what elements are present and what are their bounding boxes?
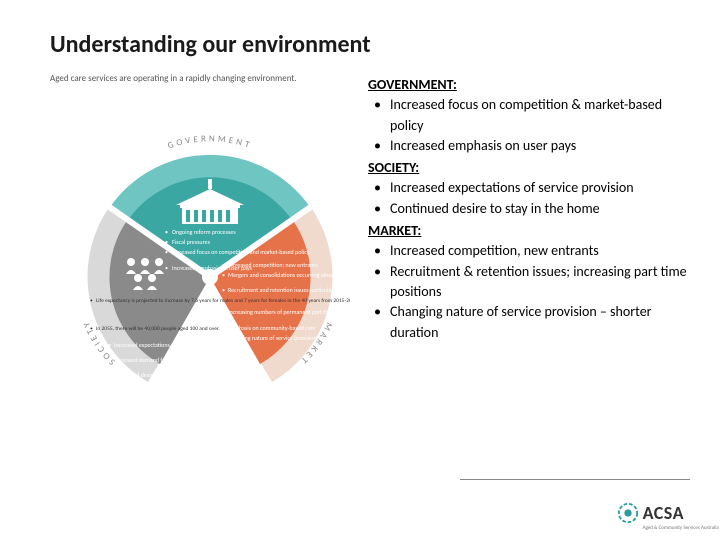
bullet-marker: • [374,199,390,219]
svg-text:Life expectancy is projected t: Life expectancy is projected to increase… [96,298,350,304]
intro-text: Aged care services are operating in a ra… [50,73,350,84]
right-column: GOVERNMENT:•Increased focus on competiti… [368,73,690,432]
svg-text:Increasing numbers of permanen: Increasing numbers of permanent part tim… [228,308,350,316]
bullet-text: Increased focus on competition & market-… [390,95,690,136]
svg-text:Recruitment and retention issu: Recruitment and retention issues particu… [228,286,350,294]
slide: Understanding our environment Aged care … [0,0,720,540]
bullet-line: •Changing nature of service provision – … [368,302,690,343]
section-head: MARKET: [368,221,690,241]
svg-text:•: • [222,308,225,316]
svg-text:•: • [165,238,168,246]
svg-text:In 2055, there will be 40,000: In 2055, there will be 40,000 people age… [96,326,220,332]
svg-text:•: • [222,271,225,279]
svg-text:•: • [108,341,111,349]
section-head: SOCIETY: [368,158,690,178]
environment-diagram: GOVERNMENT MARKET SOCIETY [50,92,350,432]
bullet-line: •Increased focus on competition & market… [368,95,690,136]
acsa-logo-sub: Aged & Community Services Australia [643,525,719,531]
diagram-label-government: GOVERNMENT [166,133,253,151]
bullet-text: Changing nature of service provision – s… [390,302,690,343]
bullet-marker: • [374,95,390,136]
svg-text:•: • [165,228,168,236]
svg-text:•: • [90,298,93,304]
svg-text:Fiscal pressures: Fiscal pressures [172,238,211,246]
bullet-line: •Increased expectations of service provi… [368,178,690,198]
bullet-marker: • [374,302,390,343]
acsa-logo-icon [617,502,639,524]
svg-text:Mergers and consolidations occ: Mergers and consolidations occurring alr… [228,271,339,279]
section-head: GOVERNMENT: [368,75,690,95]
bullet-text: Increased emphasis on user pays [390,136,690,156]
bullet-text: Continued desire to stay in the home [390,199,690,219]
svg-text:Changing nature of service pro: Changing nature of service provision; sh… [228,334,350,342]
svg-text:•: • [222,286,225,294]
svg-text:Ongoing reform processes: Ongoing reform processes [172,228,236,236]
bullet-line: •Increased competition, new entrants [368,241,690,261]
svg-text:•: • [108,356,111,364]
diagram-society-bullets-2: • Increased expectations of service prov… [108,341,245,379]
acsa-logo: ACSA Aged & Community Services Australia [617,502,684,524]
bullet-text: Increased expectations of service provis… [390,178,690,198]
bullet-marker: • [374,178,390,198]
bullet-line: •Recruitment & retention issues; increas… [368,262,690,303]
bullet-text: Increased competition, new entrants [390,241,690,261]
svg-text:•: • [222,334,225,342]
svg-text:•: • [165,248,168,256]
svg-text:Emphasis on community-based ca: Emphasis on community-based care [228,324,316,332]
svg-text:•: • [108,371,111,379]
svg-text:•: • [222,324,225,332]
footer-divider [460,479,690,480]
svg-text:Increased competition; new ent: Increased competition; new entrants [228,261,318,269]
svg-text:Increased expectations of serv: Increased expectations of service provis… [114,341,218,349]
page-title: Understanding our environment [50,30,690,59]
svg-text:Increased demand for affordabl: Increased demand for affordable age-frie… [114,356,245,364]
left-column: Aged care services are operating in a ra… [50,73,350,432]
bullet-text: Recruitment & retention issues; increasi… [390,262,690,303]
bullet-marker: • [374,136,390,156]
svg-text:•: • [90,326,93,332]
svg-text:Continued desire to remain in: Continued desire to remain in the home [114,371,211,379]
acsa-logo-text: ACSA [643,502,684,524]
bullet-line: •Increased emphasis on user pays [368,136,690,156]
bullet-marker: • [374,241,390,261]
svg-text:Increased focus on competition: Increased focus on competition and marke… [172,248,310,256]
bullet-marker: • [374,262,390,303]
svg-text:•: • [222,261,225,269]
svg-text:•: • [165,264,168,272]
content-row: Aged care services are operating in a ra… [50,73,690,432]
bullet-line: •Continued desire to stay in the home [368,199,690,219]
